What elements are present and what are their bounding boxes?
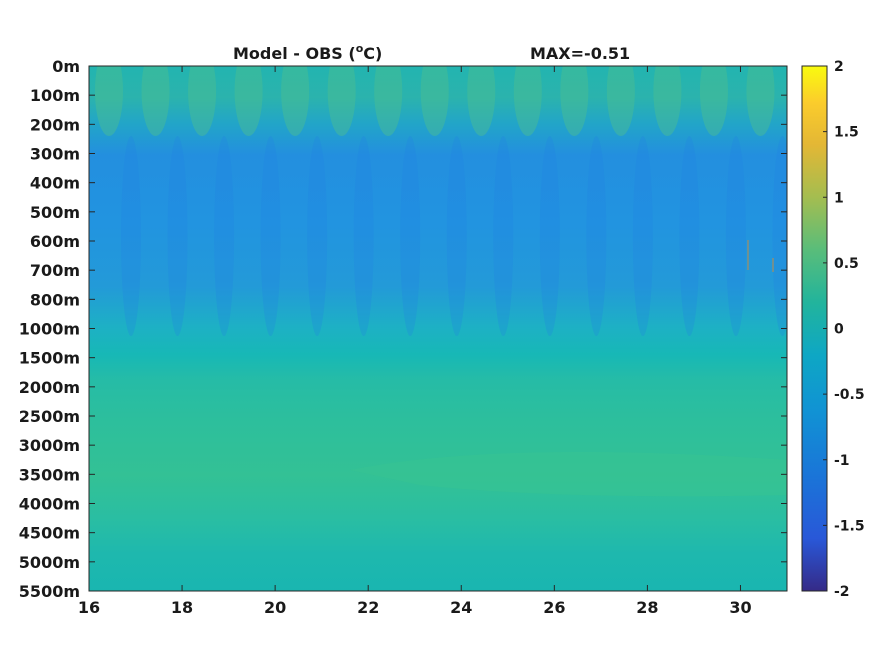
- x-tick-label: 30: [729, 598, 751, 617]
- y-tick-label: 100m: [30, 86, 80, 105]
- heatmap-background: [89, 66, 787, 591]
- y-tick-label: 400m: [30, 174, 80, 193]
- subsurface-cool-band: [121, 136, 141, 336]
- y-tick-label: 600m: [30, 232, 80, 251]
- subsurface-cool-band: [493, 136, 514, 336]
- colorbar-tick-label: 2: [834, 59, 844, 75]
- subsurface-cool-band: [214, 136, 235, 336]
- colorbar-ticks: 2 1.5 1 0.5 0 -0.5 -1 -1.5 -2: [823, 59, 865, 600]
- y-tick-label: 200m: [30, 115, 80, 134]
- subsurface-cool-band: [167, 136, 188, 336]
- subsurface-cool-band: [307, 136, 328, 336]
- surface-warm-band: [746, 66, 775, 136]
- y-tick-label: 5000m: [19, 553, 80, 572]
- x-tick-label: 26: [543, 598, 565, 617]
- x-tick-label: 18: [171, 598, 193, 617]
- surface-warm-band: [513, 66, 542, 136]
- title-left: Model - OBS (oC): [233, 42, 382, 63]
- colorbar-scale: [801, 65, 828, 592]
- y-tick-label: 2500m: [19, 407, 80, 426]
- surface-warm-band: [653, 66, 682, 136]
- colorbar-tick-label: 0.5: [834, 256, 859, 272]
- colorbar-tick-label: 1.5: [834, 125, 859, 141]
- y-tick-label: 500m: [30, 203, 80, 222]
- subsurface-cool-band: [632, 136, 653, 336]
- chart-title: Model - OBS (oC) MAX=-0.51: [233, 42, 630, 63]
- surface-warm-band: [467, 66, 496, 136]
- surface-warm-band: [374, 66, 403, 136]
- colorbar-tick-label: -2: [834, 584, 850, 600]
- x-tick-label: 28: [636, 598, 658, 617]
- y-tick-label: 3500m: [19, 465, 80, 484]
- y-tick-label: 2000m: [19, 378, 80, 397]
- subsurface-cool-band: [260, 136, 281, 336]
- colorbar-tick-label: 0: [834, 322, 844, 338]
- subsurface-cool-band: [679, 136, 700, 336]
- colorbar-tick-label: -1.5: [834, 518, 865, 534]
- x-tick-label: 20: [264, 598, 286, 617]
- seasonal-surface-pattern: [95, 66, 787, 497]
- colorbar-tick-label: -1: [834, 453, 850, 469]
- colorbar: 2 1.5 1 0.5 0 -0.5 -1 -1.5 -2: [801, 59, 865, 600]
- y-tick-label: 800m: [30, 290, 80, 309]
- y-tick-label: 3000m: [19, 436, 80, 455]
- subsurface-cool-band: [772, 136, 787, 336]
- subsurface-cool-band: [353, 136, 374, 336]
- surface-warm-band: [606, 66, 635, 136]
- y-tick-label: 700m: [30, 261, 80, 280]
- y-tick-label: 1500m: [19, 349, 80, 368]
- x-tick-label: 24: [450, 598, 472, 617]
- subsurface-cool-band: [446, 136, 467, 336]
- y-tick-label: 0m: [52, 57, 80, 76]
- title-max: MAX=-0.51: [530, 44, 630, 63]
- y-axis: 0m 100m 200m 300m 400m 500m 600m 700m 800m 1000m 1…: [19, 57, 787, 601]
- x-tick-label: 16: [78, 598, 100, 617]
- surface-warm-band: [141, 66, 170, 136]
- deep-warm-lens: [350, 452, 787, 497]
- y-tick-label: 1000m: [19, 320, 80, 339]
- surface-warm-band: [234, 66, 263, 136]
- surface-warm-band: [699, 66, 728, 136]
- surface-warm-band: [560, 66, 589, 136]
- subsurface-cool-band: [725, 136, 746, 336]
- colorbar-tick-label: 1: [834, 190, 844, 206]
- y-tick-label: 4500m: [19, 524, 80, 543]
- y-tick-label: 5500m: [19, 582, 80, 601]
- colorbar-tick-label: -0.5: [834, 387, 865, 403]
- y-tick-label: 300m: [30, 145, 80, 164]
- y-tick-label: 4000m: [19, 495, 80, 514]
- heatmap-field: [89, 66, 787, 591]
- surface-warm-band: [420, 66, 449, 136]
- subsurface-cool-band: [586, 136, 607, 336]
- x-axis: 16 18 20 22 24 26 28 30: [78, 66, 752, 617]
- surface-warm-band: [281, 66, 310, 136]
- subsurface-cool-band: [400, 136, 421, 336]
- x-tick-label: 22: [357, 598, 379, 617]
- surface-warm-band: [327, 66, 356, 136]
- subsurface-cool-band: [539, 136, 560, 336]
- surface-warm-band: [95, 66, 123, 136]
- surface-warm-band: [188, 66, 217, 136]
